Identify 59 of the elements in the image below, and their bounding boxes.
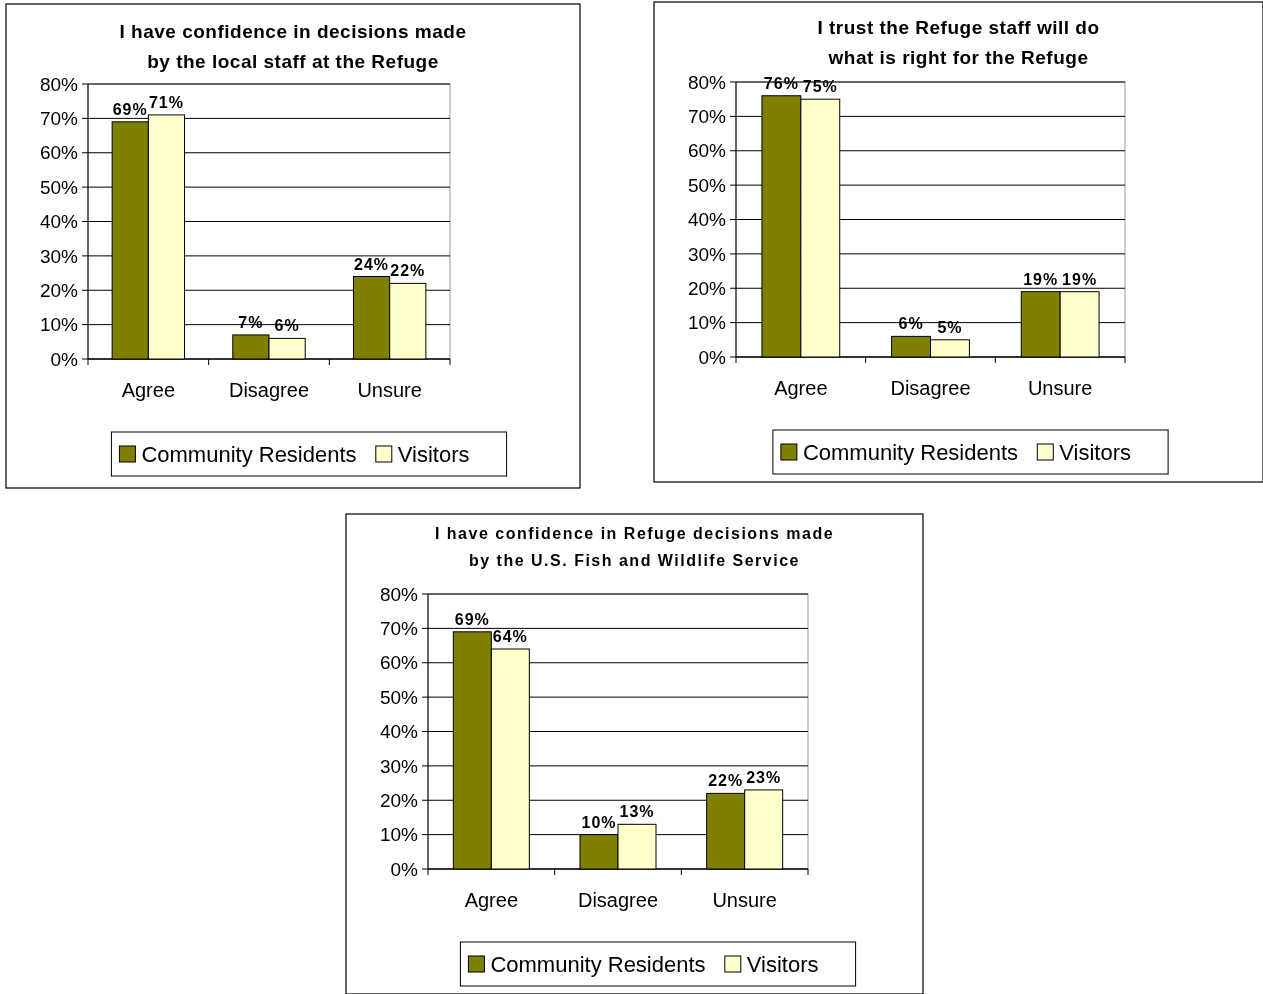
y-tick-label: 80% (379, 583, 419, 605)
y-tick-label: 80% (687, 71, 727, 93)
x-tick-label: Agree (121, 379, 176, 401)
legend-label: Visitors (397, 442, 470, 467)
y-tick-label: 70% (39, 108, 79, 130)
y-tick-label: 0% (390, 858, 419, 880)
y-tick-label: 40% (379, 721, 419, 743)
y-tick-label: 70% (687, 106, 727, 128)
data-label: 22% (390, 262, 426, 280)
legend-label: Community Residents (802, 440, 1019, 465)
y-tick-label: 60% (39, 142, 79, 164)
data-label: 71% (148, 93, 184, 111)
x-tick-label: Unsure (1027, 377, 1093, 399)
legend-label: Visitors (1059, 440, 1132, 465)
y-tick-label: 30% (39, 245, 79, 267)
y-tick-label: 60% (379, 652, 419, 674)
y-tick-label: 50% (379, 686, 419, 708)
x-tick-label: Unsure (712, 889, 777, 911)
data-label: 22% (708, 772, 744, 790)
legend-label: Community Residents (141, 442, 357, 467)
y-tick-label: 0% (50, 348, 79, 370)
y-tick-label: 20% (39, 279, 79, 301)
y-tick-label: 40% (687, 209, 727, 231)
x-tick-label: Disagree (577, 889, 659, 911)
y-tick-label: 10% (379, 824, 419, 846)
y-tick-label: 50% (687, 174, 727, 196)
y-tick-label: 0% (698, 346, 727, 368)
data-label: 69% (454, 610, 490, 628)
chart-title: I have confidence in decisions made by the local staff at the Refuge (119, 21, 467, 72)
legend-label: Community Residents (490, 952, 706, 977)
data-label: 19% (1062, 270, 1098, 288)
y-tick-label: 80% (39, 73, 79, 95)
data-label: 23% (746, 768, 782, 786)
x-tick-label: Disagree (890, 377, 971, 399)
y-tick-label: 50% (39, 176, 79, 198)
data-label: 13% (619, 803, 655, 821)
y-tick-label: 10% (39, 314, 79, 336)
legend-label: Visitors (746, 952, 819, 977)
y-tick-label: 70% (379, 618, 419, 640)
data-label: 10% (581, 813, 617, 831)
y-tick-label: 20% (687, 277, 727, 299)
x-tick-label: Agree (774, 377, 828, 399)
x-tick-label: Agree (464, 889, 519, 911)
y-tick-label: 30% (379, 755, 419, 777)
y-tick-label: 10% (687, 312, 727, 334)
data-label: 64% (492, 628, 528, 645)
data-label: 5% (937, 318, 963, 336)
x-tick-label: Unsure (357, 379, 422, 401)
y-tick-label: 20% (379, 789, 419, 811)
data-label: 24% (354, 255, 390, 273)
y-tick-label: 30% (687, 243, 727, 265)
chart-title: I have confidence in Refuge decisions made by the U.S. Fish and Wildlife Service (434, 525, 835, 569)
y-tick-label: 40% (39, 211, 79, 233)
data-label: 75% (802, 78, 838, 96)
chart-title: I trust the Refuge staff will do what is right for the Refuge (817, 17, 1100, 68)
data-label: 69% (112, 100, 148, 118)
x-tick-label: Disagree (228, 379, 310, 401)
data-label: 19% (1023, 270, 1059, 288)
y-tick-label: 60% (687, 140, 727, 162)
